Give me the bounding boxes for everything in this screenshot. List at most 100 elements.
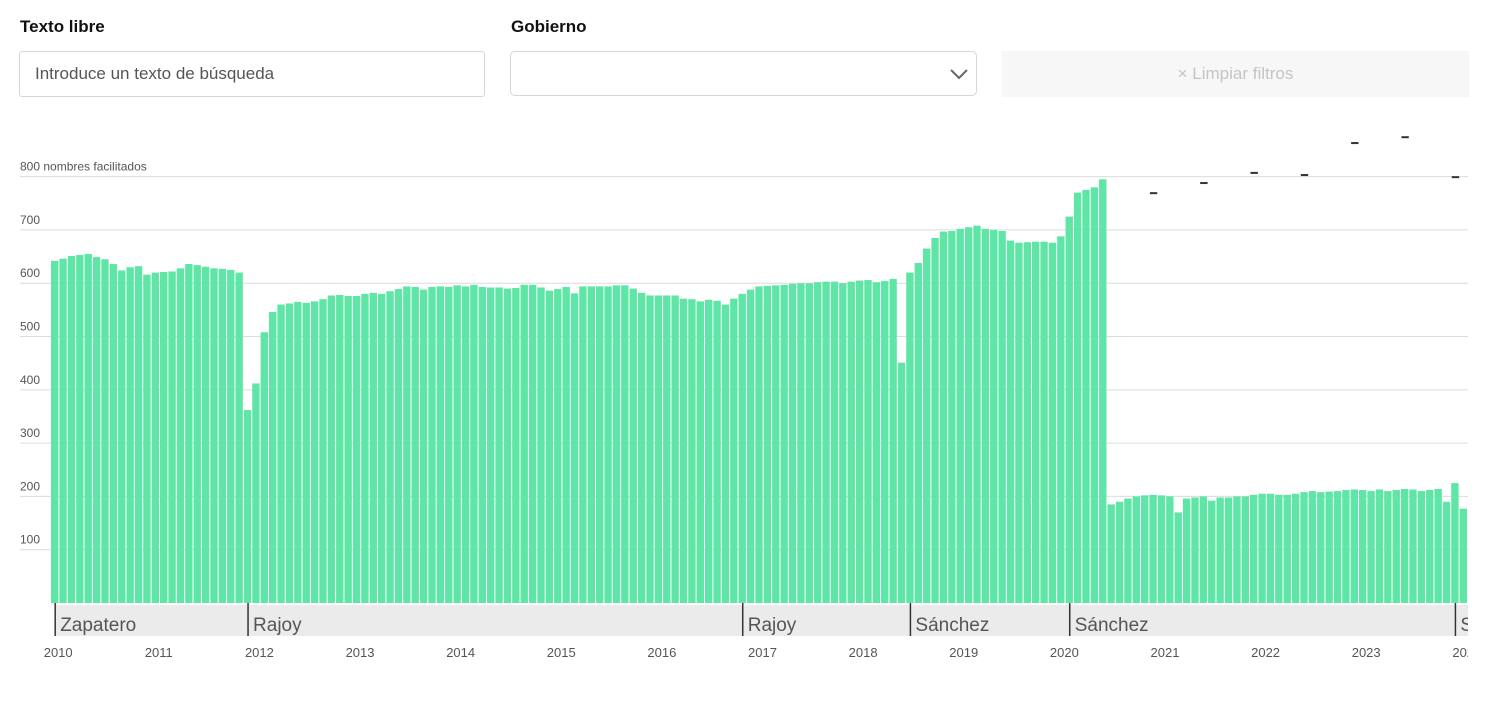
bar	[1350, 489, 1358, 603]
bar	[646, 295, 654, 603]
y-tick-label: 200	[20, 479, 40, 493]
bar	[696, 301, 704, 603]
bar	[855, 280, 864, 603]
y-tick-label: 600	[20, 266, 40, 280]
bar	[738, 293, 746, 603]
bar	[1166, 496, 1174, 603]
bar	[67, 256, 76, 603]
bar	[596, 286, 604, 603]
bar	[1233, 496, 1241, 603]
bar	[939, 231, 948, 603]
bar	[1082, 189, 1090, 604]
clear-filters-button[interactable]: × Limpiar filtros	[1002, 51, 1469, 97]
bar	[990, 229, 998, 603]
bar	[118, 270, 126, 603]
x-tick-label: 2015	[547, 645, 576, 660]
x-tick-label: 2019	[949, 645, 978, 660]
bar	[1115, 501, 1124, 603]
bar	[160, 272, 168, 603]
x-tick-label: 2012	[245, 645, 274, 660]
bar	[361, 293, 369, 603]
bar	[1006, 240, 1015, 603]
bar	[193, 265, 201, 603]
bar	[981, 228, 990, 603]
bar	[310, 301, 319, 603]
x-tick-label: 2017	[748, 645, 777, 660]
period-band	[1069, 605, 1456, 636]
period-label: Rajoy	[748, 615, 797, 636]
bar	[1015, 242, 1023, 604]
y-tick-label: 500	[20, 320, 40, 334]
x-tick-label: 2023	[1352, 645, 1381, 660]
bar	[302, 302, 310, 603]
government-select[interactable]	[510, 51, 977, 96]
bar	[84, 253, 92, 603]
bar	[470, 284, 478, 603]
placeholder: Introduce un texto de búsqueda	[35, 64, 275, 83]
bar	[654, 295, 663, 603]
bar	[260, 332, 268, 603]
bar	[369, 292, 377, 603]
bar	[889, 278, 897, 603]
bar	[1124, 498, 1132, 603]
bar	[797, 283, 805, 603]
bar	[59, 258, 67, 603]
bar	[436, 286, 445, 603]
bar	[679, 298, 688, 603]
bar	[713, 300, 721, 603]
x-tick-label: 2010	[44, 645, 73, 660]
x-tick-label: 2022	[1251, 645, 1280, 660]
x-tick-label: 2018	[849, 645, 878, 660]
bar	[705, 299, 713, 603]
bar	[386, 291, 394, 603]
bar	[554, 289, 562, 603]
bar	[923, 248, 931, 604]
period-label: Rajoy	[253, 615, 302, 636]
bar	[201, 266, 210, 603]
bar	[814, 282, 822, 603]
bar	[227, 269, 235, 603]
bar	[101, 259, 109, 603]
bar	[1333, 491, 1342, 603]
bar	[914, 262, 922, 603]
bar	[1107, 504, 1115, 603]
bar	[1241, 496, 1249, 603]
bar	[964, 227, 973, 604]
bar	[881, 281, 889, 603]
bar	[285, 303, 294, 603]
bar	[252, 383, 260, 603]
bar	[537, 287, 545, 603]
bar	[579, 286, 587, 603]
bar	[1132, 496, 1140, 603]
chevron	[950, 69, 968, 80]
bar	[344, 296, 352, 603]
bar	[378, 293, 386, 603]
bar	[327, 295, 336, 603]
bar	[1426, 490, 1434, 603]
bar	[562, 286, 570, 603]
bar	[772, 285, 780, 603]
bar	[1191, 497, 1199, 603]
bar	[126, 267, 134, 603]
bar	[663, 295, 671, 603]
bar	[176, 268, 185, 603]
bar	[872, 282, 881, 603]
bar	[755, 286, 763, 603]
text-input[interactable]: Introduce un texto de búsqueda	[19, 51, 485, 97]
y-tick-label: 300	[20, 426, 40, 440]
bar	[76, 254, 84, 603]
bar	[1032, 241, 1040, 604]
bar	[1275, 494, 1283, 603]
bar	[604, 286, 612, 603]
period-band	[248, 605, 743, 636]
period-label: Sánchez	[1075, 615, 1149, 636]
bar	[822, 281, 830, 603]
bar	[973, 225, 981, 603]
bar	[1149, 494, 1157, 603]
bar	[445, 286, 453, 603]
government-filter-label: Gobierno	[511, 17, 587, 36]
bar	[763, 285, 772, 603]
bar	[143, 274, 151, 603]
bar	[671, 295, 679, 603]
